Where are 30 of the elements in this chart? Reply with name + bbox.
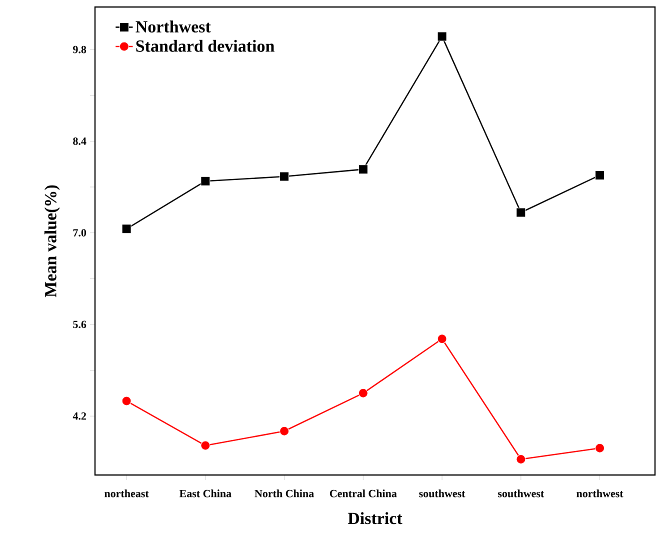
point [437,334,447,344]
x-tick-label: northeast [104,490,149,498]
y-tick-label: 7.0 [73,229,86,237]
x-tick-label: southwest [419,490,466,498]
point [437,32,447,42]
legend-label: Northwest [136,20,211,33]
point [595,443,605,453]
point [516,208,526,218]
x-tick-label: southwest [498,490,544,498]
point [358,388,368,398]
point [200,176,210,186]
x-tick-label: Central China [330,490,397,498]
y-tick-label: 8.4 [73,137,86,145]
point [280,426,290,436]
point [595,170,605,180]
x-axis-title: District [348,512,402,524]
x-tick-label: East China [179,490,232,498]
legend-label: Standard deviation [136,40,274,52]
point [122,224,132,234]
point [280,172,290,182]
point [358,164,368,174]
y-tick-label: 5.6 [73,320,86,328]
point [200,440,210,450]
y-tick-label: 9.8 [73,46,86,54]
y-tick-label: 4.2 [72,412,86,420]
point [122,396,132,406]
point [516,454,526,464]
y-axis-title: Mean value(%) [44,185,60,298]
x-tick-label: North China [254,490,314,498]
x-tick-label: northwest [576,490,624,498]
